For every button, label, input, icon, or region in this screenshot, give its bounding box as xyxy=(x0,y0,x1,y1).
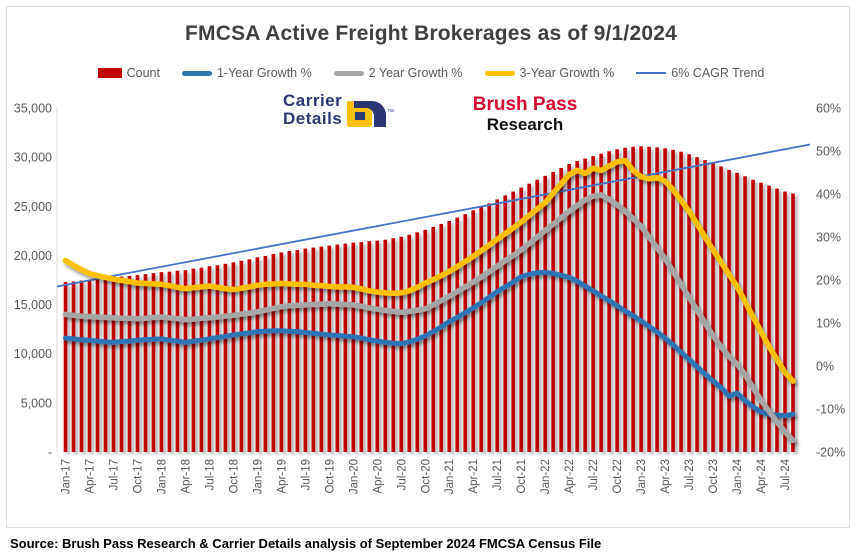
source-note: Source: Brush Pass Research & Carrier De… xyxy=(10,536,602,551)
svg-text:-10%: -10% xyxy=(816,403,845,417)
svg-text:Jul-21: Jul-21 xyxy=(492,459,504,490)
svg-text:Jan-23: Jan-23 xyxy=(636,459,648,494)
svg-text:Jul-24: Jul-24 xyxy=(780,458,792,490)
svg-text:15,000: 15,000 xyxy=(14,298,52,312)
svg-text:Jan-21: Jan-21 xyxy=(444,459,456,494)
line-swatch-icon xyxy=(333,70,364,76)
svg-text:Oct-17: Oct-17 xyxy=(132,459,144,494)
svg-text:Jan-24: Jan-24 xyxy=(732,458,744,494)
svg-text:50%: 50% xyxy=(816,145,841,159)
svg-text:Jul-20: Jul-20 xyxy=(396,459,408,490)
svg-text:Apr-21: Apr-21 xyxy=(468,459,480,494)
svg-text:Oct-20: Oct-20 xyxy=(420,459,432,494)
brush-pass-logo-line2: Research xyxy=(486,115,564,134)
carrier-details-logo-icon: ™ xyxy=(347,101,394,127)
svg-text:Jul-18: Jul-18 xyxy=(204,459,216,490)
svg-text:Apr-18: Apr-18 xyxy=(180,459,192,494)
svg-text:Jan-20: Jan-20 xyxy=(348,459,360,494)
count-swatch-icon xyxy=(97,68,122,78)
svg-text:Apr-24: Apr-24 xyxy=(756,458,768,493)
svg-text:5,000: 5,000 xyxy=(21,396,52,410)
svg-text:Jan-19: Jan-19 xyxy=(252,459,264,494)
legend-item-cagr-trend: 6% CAGR Trend xyxy=(636,66,764,80)
svg-text:40%: 40% xyxy=(816,188,841,202)
svg-text:Apr-19: Apr-19 xyxy=(276,459,288,494)
svg-text:Oct-21: Oct-21 xyxy=(516,459,528,494)
legend-label: 6% CAGR Trend xyxy=(671,66,765,80)
svg-text:Jan-18: Jan-18 xyxy=(156,459,168,494)
chart-legend: Count 1-Year Growth % 2 Year Growth % 3-… xyxy=(0,66,862,80)
svg-text:Jul-23: Jul-23 xyxy=(684,459,696,490)
svg-text:Jul-17: Jul-17 xyxy=(108,459,120,490)
trademark-glyph: ™ xyxy=(387,109,394,116)
svg-text:Apr-23: Apr-23 xyxy=(660,459,672,494)
svg-text:Apr-22: Apr-22 xyxy=(564,459,576,494)
series-line-2 xyxy=(62,192,796,444)
svg-text:Oct-18: Oct-18 xyxy=(228,459,240,494)
legend-label: 1-Year Growth % xyxy=(216,66,312,80)
legend-item-count: Count xyxy=(97,66,160,80)
logo-text-line: Details xyxy=(283,109,343,128)
svg-text:Jan-22: Jan-22 xyxy=(540,459,552,494)
svg-text:10,000: 10,000 xyxy=(14,347,52,361)
legend-item-1yr-growth: 1-Year Growth % xyxy=(181,66,312,80)
svg-text:35,000: 35,000 xyxy=(14,102,52,116)
svg-text:30%: 30% xyxy=(816,231,841,245)
growth-lines xyxy=(56,143,811,444)
svg-text:0%: 0% xyxy=(816,360,834,374)
chart-title: FMCSA Active Freight Brokerages as of 9/… xyxy=(185,22,677,45)
svg-text:-: - xyxy=(48,446,52,460)
axis-tick-labels: 35,000 30,000 25,000 20,000 15,000 10,000 5,00… xyxy=(14,102,845,495)
brush-pass-logo: Brush Pass Research xyxy=(460,94,590,135)
svg-text:Jan-17: Jan-17 xyxy=(61,459,73,494)
svg-text:Jul-19: Jul-19 xyxy=(300,459,312,490)
svg-text:10%: 10% xyxy=(816,317,841,331)
brush-pass-logo-line1: Brush Pass xyxy=(472,94,578,115)
svg-text:20,000: 20,000 xyxy=(14,249,52,263)
trendline-swatch-icon xyxy=(636,72,667,74)
svg-text:Oct-19: Oct-19 xyxy=(324,459,336,494)
svg-text:60%: 60% xyxy=(816,102,841,116)
svg-text:30,000: 30,000 xyxy=(14,151,52,165)
legend-label: 2 Year Growth % xyxy=(368,66,463,80)
series-line-1 xyxy=(63,269,796,419)
carrier-details-logo-text: Carrier Details xyxy=(283,92,342,128)
series-line-3 xyxy=(62,157,796,384)
svg-text:Apr-17: Apr-17 xyxy=(84,459,96,494)
svg-text:Oct-23: Oct-23 xyxy=(708,459,720,494)
line-swatch-icon xyxy=(484,70,515,76)
legend-item-2yr-growth: 2 Year Growth % xyxy=(333,66,463,80)
svg-text:-20%: -20% xyxy=(816,446,845,460)
legend-label: 3-Year Growth % xyxy=(519,66,615,80)
svg-text:Jul-22: Jul-22 xyxy=(588,459,600,490)
legend-label: Count xyxy=(126,66,160,80)
svg-text:20%: 20% xyxy=(816,274,841,288)
svg-text:25,000: 25,000 xyxy=(14,200,52,214)
logo-text-line: Carrier xyxy=(283,91,343,110)
legend-item-3yr-growth: 3-Year Growth % xyxy=(484,66,615,80)
carrier-details-logo: Carrier Details ™ xyxy=(283,92,394,134)
svg-text:Apr-20: Apr-20 xyxy=(372,459,384,494)
svg-text:Oct-22: Oct-22 xyxy=(612,459,624,494)
count-bars xyxy=(63,146,795,453)
line-swatch-icon xyxy=(181,70,212,76)
